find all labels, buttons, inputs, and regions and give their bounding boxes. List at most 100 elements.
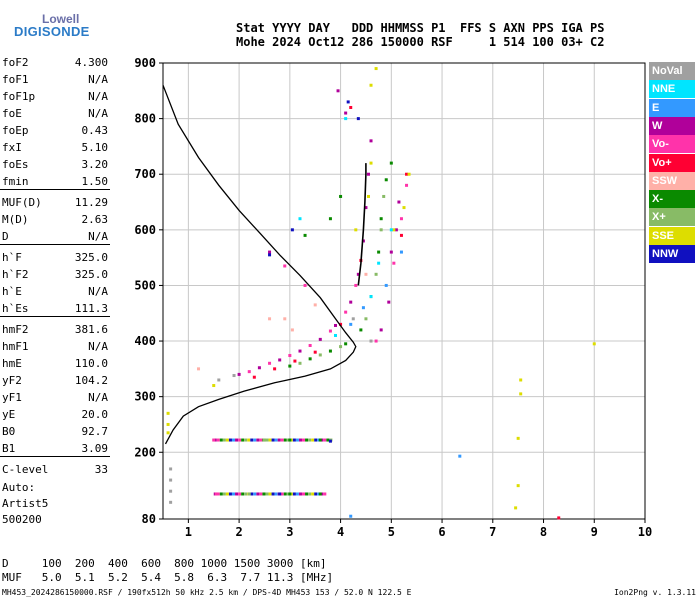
- echo-point-w: [298, 349, 302, 353]
- es-trace-mark: [302, 492, 306, 496]
- param-row: h`F2 325.0: [2, 268, 108, 282]
- echo-point-x: [288, 438, 292, 442]
- echo-point-w: [364, 206, 368, 210]
- echo-point-sse: [516, 436, 520, 440]
- param-row: hmF2 381.6: [2, 323, 108, 337]
- echo-point-x: [379, 228, 383, 232]
- echo-point-nne: [334, 333, 338, 337]
- echo-point-sse: [402, 206, 406, 210]
- file-info: MH453_2024286150000.RSF / 190fx512h 50 k…: [2, 588, 412, 597]
- es-trace-mark: [232, 492, 236, 496]
- es-trace-mark: [216, 438, 220, 442]
- param-label: C-level: [2, 463, 49, 476]
- echo-point-x: [298, 361, 302, 365]
- es-trace-mark: [241, 492, 245, 496]
- echo-point-noval: [217, 378, 221, 382]
- echo-point-e: [458, 454, 462, 458]
- param-label: M(D): [2, 213, 29, 226]
- param-value: 325.0: [74, 251, 108, 264]
- echo-point-w: [257, 366, 261, 370]
- echo-point-x: [303, 233, 307, 237]
- legend-item: NNW: [649, 245, 695, 263]
- param-row: D N/A: [2, 230, 108, 244]
- echo-point-noval: [169, 467, 173, 471]
- es-trace-mark: [280, 438, 284, 442]
- param-value: 0.43: [81, 124, 109, 137]
- echo-point-e: [349, 514, 353, 518]
- es-trace-mark: [271, 492, 275, 496]
- echo-point-w: [361, 239, 365, 243]
- param-label: h`Es: [2, 302, 29, 315]
- es-trace-mark: [259, 492, 263, 496]
- es-trace-mark: [222, 492, 226, 496]
- param-label: fxI: [2, 141, 22, 154]
- param-separator: [0, 316, 110, 317]
- es-trace-mark: [308, 492, 312, 496]
- param-value: 110.0: [74, 357, 108, 370]
- es-trace-mark: [305, 492, 309, 496]
- param-value: 111.3: [74, 302, 108, 315]
- es-trace-mark: [241, 438, 245, 442]
- echo-point-x: [339, 194, 343, 198]
- param-row: M(D) 2.63: [2, 213, 108, 227]
- echo-point-nnw: [328, 439, 332, 443]
- param-label: fmin: [2, 175, 29, 188]
- param-row: h`Es 111.3: [2, 302, 108, 316]
- echo-point-x: [318, 353, 322, 357]
- x-tick-label: 9: [591, 525, 598, 539]
- legend-item: Vo+: [649, 153, 695, 172]
- echo-point-nne: [377, 261, 381, 265]
- echo-point-vo: [374, 339, 378, 343]
- param-label: MUF(D): [2, 196, 42, 209]
- echo-point-vo: [247, 370, 251, 374]
- x-tick-label: 5: [388, 525, 395, 539]
- es-trace-mark: [283, 492, 287, 496]
- legend-item: NoVal: [649, 62, 695, 80]
- echo-point-vo: [399, 233, 403, 237]
- echo-point-e: [384, 283, 388, 287]
- echo-point-vo: [212, 438, 216, 442]
- param-label: h`F2: [2, 268, 29, 281]
- echo-point-sse: [166, 422, 170, 426]
- y-tick-label: 200: [134, 445, 156, 459]
- echo-point-nnw: [268, 253, 272, 257]
- echo-point-x: [379, 217, 383, 221]
- es-trace-mark: [265, 492, 269, 496]
- param-label: h`E: [2, 285, 22, 298]
- param-value: 3.09: [81, 442, 109, 455]
- param-label: foF1p: [2, 90, 36, 103]
- es-trace-mark: [235, 438, 239, 442]
- param-row: foF2 4.300: [2, 56, 108, 70]
- echo-point-ssw: [313, 303, 317, 307]
- param-row: B1 3.09: [2, 442, 108, 456]
- echo-point-x: [364, 317, 368, 321]
- echo-point-w: [278, 358, 282, 362]
- echo-point-sse: [392, 228, 396, 232]
- echo-point-x: [377, 250, 381, 254]
- param-label: foEp: [2, 124, 29, 137]
- echo-point-sse: [592, 342, 596, 346]
- echo-point-sse: [166, 431, 170, 435]
- param-value: N/A: [88, 107, 108, 120]
- echo-point-w: [389, 250, 393, 254]
- es-trace-mark: [262, 492, 266, 496]
- x-tick-label: 6: [438, 525, 445, 539]
- echo-point-sse: [407, 172, 411, 176]
- param-separator: [0, 456, 110, 457]
- echo-point-sse: [519, 392, 523, 396]
- es-trace-mark: [271, 438, 275, 442]
- y-tick-label: 80: [142, 512, 156, 526]
- es-trace-mark: [265, 438, 269, 442]
- x-tick-label: 8: [540, 525, 547, 539]
- muf-row: MUF 5.0 5.1 5.2 5.4 5.8 6.3 7.7 11.3 [MH…: [2, 571, 334, 584]
- es-trace-mark: [256, 438, 260, 442]
- echo-point-x: [382, 194, 386, 198]
- param-row: foF1p N/A: [2, 90, 108, 104]
- echo-point-ssw: [268, 317, 272, 321]
- param-label: foF1: [2, 73, 29, 86]
- param-row: yF1 N/A: [2, 391, 108, 405]
- echo-point-noval: [169, 478, 173, 482]
- param-row: foF1 N/A: [2, 73, 108, 87]
- y-tick-label: 400: [134, 334, 156, 348]
